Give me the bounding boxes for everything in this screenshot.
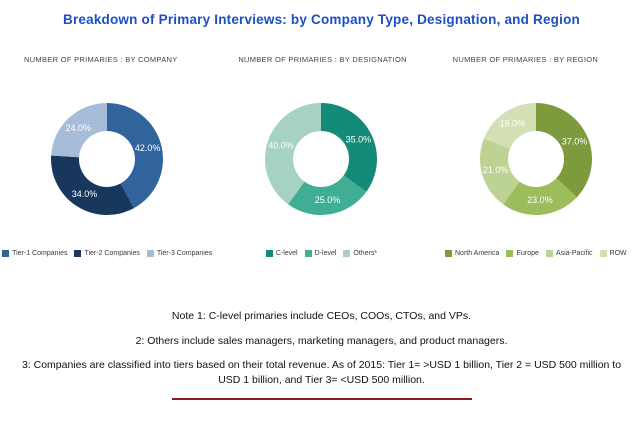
- legend-item: North America: [445, 250, 499, 257]
- slice-percentage-label: 42.0%: [135, 143, 161, 153]
- note-line-3: 3: Companies are classified into tiers b…: [21, 359, 622, 387]
- legend-label: Tier-1 Companies: [12, 250, 68, 257]
- legend-swatch: [74, 250, 82, 257]
- legend-label: ROW: [609, 250, 627, 257]
- note-line-1: Note 1: C-level primaries include CEOs, …: [171, 310, 472, 322]
- donut-slice: [502, 178, 577, 215]
- slice-percentage-label: 25.0%: [315, 195, 341, 205]
- slice-percentage-label: 19.0%: [499, 119, 525, 129]
- charts-row: NUMBER OF PRIMARIES : BY COMPANY 42.0% 34…: [0, 41, 643, 257]
- donut-slice: [288, 175, 367, 216]
- donut-chart-designation: 35.0% 25.0% 40.0%: [265, 103, 378, 216]
- donut-slice: [321, 103, 378, 192]
- slice-percentage-label: 24.0%: [66, 123, 92, 133]
- legend-label: North America: [455, 250, 500, 257]
- chart-block-designation: NUMBER OF PRIMARIES : BY DESIGNATION 35.…: [214, 41, 428, 257]
- legend-label: Europe: [516, 250, 539, 257]
- slice-percentage-label: 21.0%: [483, 165, 509, 175]
- donut-chart-region: 37.0% 23.0% 21.0% 19.0%: [479, 103, 592, 215]
- legend-item: Tier-3 Companies: [146, 250, 213, 257]
- donut-chart-company: 42.0% 34.0% 24.0%: [51, 103, 164, 215]
- legend-label: Tier-2 Companies: [84, 250, 140, 257]
- donut-slice: [107, 103, 164, 209]
- note-line-2: 2: Others include sales managers, market…: [135, 334, 508, 347]
- legend-item: Others*: [343, 250, 377, 257]
- slice-percentage-label: 23.0%: [527, 195, 553, 205]
- legend-swatch: [445, 250, 452, 257]
- legend-item: C-level: [265, 250, 298, 257]
- footer-accent-line: [171, 397, 472, 400]
- legend-swatch: [599, 250, 607, 257]
- notes-section: Note 1: C-level primaries include CEOs, …: [0, 309, 643, 388]
- legend-item: Tier-1 Companies: [2, 250, 67, 257]
- legend-label: Tier-3 Companies: [156, 250, 213, 257]
- legend-item: Europe: [506, 250, 539, 257]
- legend-item: D-level: [304, 250, 337, 257]
- chart-block-company: NUMBER OF PRIMARIES : BY COMPANY 42.0% 34…: [0, 41, 214, 257]
- legend-label: Others*: [353, 250, 378, 257]
- donut-slice: [51, 155, 135, 215]
- legend-item: Tier-2 Companies: [74, 250, 140, 257]
- donut-slice: [483, 103, 536, 149]
- chart-block-region: NUMBER OF PRIMARIES : BY REGION 37.0% 23.…: [429, 41, 643, 257]
- legend-label: Asia-Pacific: [555, 250, 593, 257]
- page-title: Breakdown of Primary Interviews: by Comp…: [63, 12, 580, 27]
- slice-percentage-label: 40.0%: [269, 140, 295, 150]
- donut-slice: [535, 103, 592, 198]
- donut-slice: [479, 138, 520, 205]
- chart-designation-subtitle: NUMBER OF PRIMARIES : BY DESIGNATION: [238, 55, 407, 64]
- chart-company-subtitle: NUMBER OF PRIMARIES : BY COMPANY: [24, 55, 178, 64]
- slice-percentage-label: 37.0%: [562, 137, 588, 147]
- slice-percentage-label: 35.0%: [346, 134, 372, 144]
- legend-swatch: [146, 250, 154, 257]
- donut-slice: [51, 103, 108, 158]
- legend-swatch: [2, 250, 10, 257]
- legend-region: North America Europe Asia-Pacific ROW: [445, 250, 627, 257]
- legend-swatch: [506, 250, 514, 257]
- slice-percentage-label: 34.0%: [72, 189, 98, 199]
- chart-region-subtitle: NUMBER OF PRIMARIES : BY REGION: [452, 55, 599, 64]
- donut-slice: [265, 103, 322, 205]
- legend-swatch: [265, 250, 273, 257]
- legend-swatch: [343, 250, 351, 257]
- legend-swatch: [545, 250, 553, 257]
- legend-item: Asia-Pacific: [545, 250, 593, 257]
- legend-item: ROW: [599, 250, 627, 257]
- legend-company: Tier-1 Companies Tier-2 Companies Tier-3 C…: [2, 250, 212, 257]
- legend-label: D-level: [314, 250, 337, 257]
- legend-designation: C-level D-level Others*: [265, 250, 377, 257]
- legend-label: C-level: [275, 250, 298, 257]
- legend-swatch: [304, 250, 312, 257]
